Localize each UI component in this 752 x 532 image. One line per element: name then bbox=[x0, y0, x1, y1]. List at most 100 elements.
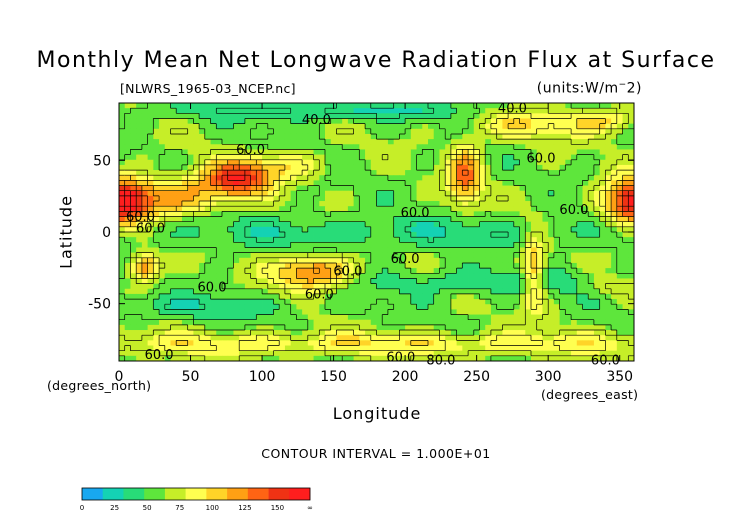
heatmap-cell bbox=[399, 232, 406, 238]
heatmap-cell bbox=[456, 309, 463, 315]
heatmap-cell bbox=[456, 335, 463, 341]
heatmap-cell bbox=[439, 113, 446, 119]
heatmap-cell bbox=[628, 128, 635, 135]
heatmap-cell bbox=[485, 144, 492, 150]
heatmap-cell bbox=[239, 159, 246, 166]
heatmap-cell bbox=[485, 355, 492, 362]
heatmap-cell bbox=[382, 324, 389, 331]
heatmap-cell bbox=[548, 226, 555, 233]
heatmap-cell bbox=[468, 309, 475, 315]
heatmap-cell bbox=[330, 314, 337, 321]
heatmap-cell bbox=[405, 257, 412, 264]
heatmap-cell bbox=[382, 314, 389, 321]
heatmap-cell bbox=[262, 304, 269, 310]
heatmap-cell bbox=[250, 237, 257, 243]
heatmap-cell bbox=[376, 154, 383, 161]
heatmap-cell bbox=[422, 335, 429, 341]
heatmap-cell bbox=[428, 190, 435, 197]
heatmap-cell bbox=[353, 330, 360, 336]
heatmap-cell bbox=[582, 273, 589, 279]
heatmap-cell bbox=[262, 159, 269, 166]
heatmap-cell bbox=[176, 128, 183, 135]
heatmap-cell bbox=[170, 278, 177, 284]
heatmap-cell bbox=[502, 123, 509, 130]
heatmap-cell bbox=[141, 232, 149, 238]
heatmap-cell bbox=[290, 247, 297, 254]
heatmap-cell bbox=[525, 232, 532, 238]
heatmap-cell bbox=[513, 242, 520, 248]
heatmap-cell bbox=[222, 232, 229, 238]
x-tick-label: 0 bbox=[115, 369, 124, 385]
heatmap-cell bbox=[611, 128, 618, 135]
heatmap-cell bbox=[359, 103, 366, 109]
heatmap-cell bbox=[490, 237, 498, 243]
heatmap-cell bbox=[279, 170, 286, 176]
heatmap-cell bbox=[399, 175, 406, 181]
heatmap-cell bbox=[490, 123, 498, 130]
heatmap-cell bbox=[256, 206, 263, 212]
heatmap-cell bbox=[611, 108, 618, 114]
heatmap-cell bbox=[199, 309, 206, 315]
heatmap-cell bbox=[313, 237, 320, 243]
heatmap-cell bbox=[124, 206, 131, 212]
heatmap-cell bbox=[290, 190, 297, 197]
heatmap-cell bbox=[393, 299, 400, 305]
heatmap-cell bbox=[536, 164, 543, 171]
heatmap-cell bbox=[439, 309, 446, 315]
heatmap-cell bbox=[124, 128, 131, 135]
heatmap-cell bbox=[250, 314, 257, 321]
heatmap-cell bbox=[222, 304, 229, 310]
heatmap-cell bbox=[336, 190, 343, 197]
heatmap-cell bbox=[628, 314, 635, 321]
heatmap-cell bbox=[222, 237, 229, 243]
heatmap-cell bbox=[119, 293, 126, 300]
heatmap-cell bbox=[336, 247, 343, 254]
heatmap-cell bbox=[450, 268, 458, 274]
heatmap-cell bbox=[164, 139, 171, 145]
heatmap-cell bbox=[479, 113, 486, 119]
heatmap-cell bbox=[405, 262, 412, 269]
heatmap-cell bbox=[519, 335, 526, 341]
heatmap-cell bbox=[559, 293, 566, 300]
heatmap-cell bbox=[456, 330, 463, 336]
heatmap-cell bbox=[290, 257, 297, 264]
heatmap-cell bbox=[336, 216, 343, 223]
heatmap-cell bbox=[387, 288, 395, 295]
heatmap-cell bbox=[124, 139, 131, 145]
heatmap-cell bbox=[370, 226, 377, 233]
heatmap-cell bbox=[267, 330, 274, 336]
heatmap-cell bbox=[502, 283, 509, 290]
heatmap-cell bbox=[365, 299, 372, 305]
heatmap-cell bbox=[473, 288, 480, 295]
heatmap-cell bbox=[485, 123, 492, 130]
heatmap-cell bbox=[325, 154, 332, 161]
heatmap-cell bbox=[216, 319, 223, 326]
heatmap-cell bbox=[519, 247, 526, 254]
heatmap-cell bbox=[450, 123, 458, 130]
heatmap-cell bbox=[456, 293, 463, 300]
heatmap-cell bbox=[330, 144, 337, 150]
heatmap-cell bbox=[479, 159, 486, 166]
heatmap-cell bbox=[576, 216, 583, 223]
heatmap-cell bbox=[170, 293, 177, 300]
heatmap-cell bbox=[542, 180, 549, 186]
heatmap-cell bbox=[479, 216, 486, 223]
heatmap-cell bbox=[124, 123, 131, 130]
heatmap-cell bbox=[439, 252, 446, 259]
heatmap-cell bbox=[496, 340, 503, 346]
heatmap-cell bbox=[593, 128, 601, 135]
heatmap-cell bbox=[513, 164, 520, 171]
heatmap-cell bbox=[416, 216, 423, 223]
heatmap-cell bbox=[456, 226, 463, 233]
heatmap-cell bbox=[256, 273, 263, 279]
heatmap-cell bbox=[250, 190, 257, 197]
heatmap-cell bbox=[359, 340, 366, 346]
heatmap-cell bbox=[147, 206, 154, 212]
heatmap-cell bbox=[136, 273, 143, 279]
heatmap-cell bbox=[239, 262, 246, 269]
heatmap-cell bbox=[588, 350, 595, 357]
heatmap-cell bbox=[611, 226, 618, 233]
heatmap-cell bbox=[233, 330, 240, 336]
heatmap-cell bbox=[262, 149, 269, 155]
x-tick-label: 200 bbox=[392, 369, 419, 385]
